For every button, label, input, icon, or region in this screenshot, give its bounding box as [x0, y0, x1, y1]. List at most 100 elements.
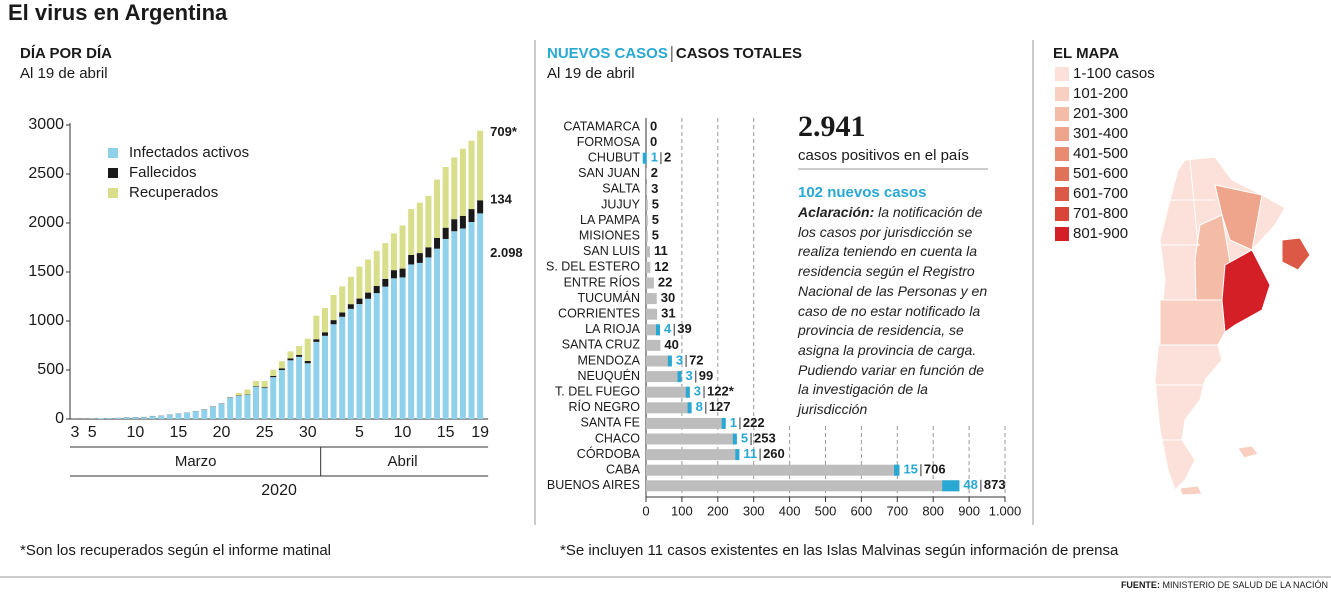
value-label: 709*	[490, 124, 518, 139]
category-label: CABA	[606, 462, 641, 476]
bar-segment	[253, 386, 260, 387]
bar-segment	[373, 293, 380, 419]
footnote: *Son los recuperados según el informe ma…	[20, 542, 331, 559]
bar-segment	[166, 414, 173, 419]
y-tick-label: 2500	[28, 165, 64, 182]
bar-segment	[468, 209, 475, 223]
category-label: CHACO	[595, 431, 640, 445]
bar-segment	[365, 292, 372, 299]
total: 2.941	[798, 110, 866, 143]
bar	[646, 168, 647, 180]
category-label: BUENOS AIRES	[547, 478, 640, 492]
bar-segment	[158, 415, 165, 419]
note: Aclaración: la notificación de los casos…	[798, 203, 998, 420]
bar-segment	[459, 215, 466, 229]
bar-segment	[330, 324, 337, 419]
bar-segment	[356, 266, 363, 299]
bar-segment	[339, 316, 346, 419]
bar-segment	[399, 277, 406, 419]
legend-label: 801-900	[1073, 225, 1128, 242]
value-label: 2	[664, 150, 671, 165]
value-label: 127	[709, 399, 731, 414]
x-tick-label: 300	[743, 503, 765, 518]
category-label: SANTA FE	[580, 416, 640, 430]
bar-segment	[416, 253, 423, 263]
value-label: 134	[490, 192, 512, 207]
value-label: 2.098	[490, 245, 523, 260]
y-tick-label: 3000	[28, 116, 64, 133]
note-text: la notificación de los casos por jurisdi…	[798, 204, 988, 418]
bar-segment	[382, 278, 389, 287]
category-label: ENTRE RÍOS	[564, 274, 640, 289]
category-label: JUJUY	[601, 197, 641, 211]
date: Al 19 de abril	[547, 65, 635, 82]
bar-segment	[321, 335, 328, 419]
bar-segment	[390, 270, 397, 279]
bar-segment	[442, 167, 449, 228]
legend-label: Infectados activos	[129, 144, 249, 161]
legend-swatch	[108, 168, 118, 178]
category-label: SANTA CRUZ	[562, 338, 641, 352]
bar-segment	[261, 381, 268, 388]
value-label: 48	[963, 477, 977, 492]
bar-segment	[192, 411, 199, 419]
bar-segment	[287, 358, 294, 361]
bar-segment	[477, 130, 484, 201]
legend-swatch	[1055, 227, 1069, 241]
category-label: TUCUMÁN	[578, 290, 641, 305]
value-label: 12	[654, 259, 668, 274]
legend-swatch	[1055, 207, 1069, 221]
new-cases: 102 nuevos casos	[798, 184, 926, 201]
x-tick-label: 15	[170, 424, 188, 441]
bar-segment	[408, 264, 415, 419]
category-label: LA PAMPA	[580, 213, 641, 227]
title: El virus en Argentina	[8, 0, 228, 25]
bar-segment	[235, 395, 242, 419]
bar	[646, 355, 672, 367]
group-axis-label: 2020	[261, 482, 297, 499]
category-label: CHUBUT	[588, 150, 640, 164]
bar-segment	[442, 238, 449, 419]
bar-segment	[132, 417, 139, 419]
bar-segment	[356, 298, 363, 305]
y-tick-label: 1000	[28, 312, 64, 329]
bar-segment	[244, 389, 251, 395]
x-tick-label: 10	[126, 424, 144, 441]
legend-label: 101-200	[1073, 85, 1128, 102]
total-caption: casos positivos en el país	[798, 147, 969, 164]
x-tick-label: 15	[437, 424, 455, 441]
bar-segment	[330, 295, 337, 321]
bar	[942, 480, 960, 492]
bar-segment	[451, 219, 458, 232]
category-label: SAN JUAN	[578, 166, 640, 180]
bar-segment	[97, 418, 104, 419]
bar-segment	[416, 262, 423, 419]
category-label: T. DEL FUEGO	[555, 384, 640, 398]
x-tick-label: 5	[88, 424, 97, 441]
bar	[646, 449, 740, 461]
x-tick-label: 19	[471, 424, 489, 441]
bar-segment	[296, 354, 303, 357]
x-tick-label: 200	[707, 503, 729, 518]
bar-segment	[434, 179, 441, 238]
category-label: S. DEL ESTERO	[546, 260, 640, 274]
legend-label: 1-100 casos	[1073, 65, 1155, 82]
bar-segment	[459, 228, 466, 419]
bar-segment	[184, 412, 191, 419]
value-label: 22	[658, 274, 672, 289]
bar	[646, 183, 648, 195]
legend-label: Recuperados	[129, 184, 218, 201]
value-label: 3	[651, 181, 658, 196]
bar-segment	[416, 202, 423, 254]
bar	[646, 371, 682, 383]
series-header: CASOS TOTALES	[676, 45, 802, 62]
source-text: MINISTERIO DE SALUD DE LA NACIÓN	[1162, 580, 1328, 590]
series-header: NUEVOS CASOS	[547, 45, 668, 62]
bar	[646, 308, 658, 320]
category-label: MENDOZA	[578, 353, 641, 367]
bar-segment	[253, 381, 260, 387]
bar-segment	[270, 375, 277, 378]
legend-swatch	[1055, 107, 1069, 121]
bar	[646, 293, 657, 305]
value-label: 260	[763, 446, 785, 461]
